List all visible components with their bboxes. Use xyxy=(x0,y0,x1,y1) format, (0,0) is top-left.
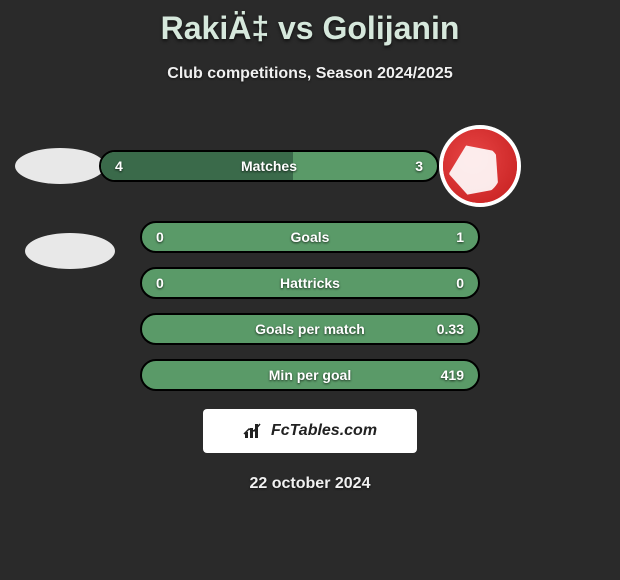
stat-value-right: 0 xyxy=(456,275,464,291)
stat-row: Min per goal 419 xyxy=(0,359,620,391)
subtitle: Club competitions, Season 2024/2025 xyxy=(0,65,620,83)
chart-icon xyxy=(243,422,265,440)
logo-text: FcTables.com xyxy=(271,422,377,440)
stat-pill: 0 Goals 1 xyxy=(140,221,480,253)
stat-pill: Goals per match 0.33 xyxy=(140,313,480,345)
stat-value-right: 1 xyxy=(456,229,464,245)
stat-row: 0 Goals 1 xyxy=(0,221,620,253)
page-title: RakiÄ‡ vs Golijanin xyxy=(0,10,620,47)
stat-row: 4 Matches 3 xyxy=(0,125,620,207)
eagle-icon xyxy=(443,137,508,203)
fctables-logo[interactable]: FcTables.com xyxy=(203,409,417,453)
stat-label: Goals per match xyxy=(142,321,478,337)
stat-pill: Min per goal 419 xyxy=(140,359,480,391)
stat-label: Hattricks xyxy=(142,275,478,291)
stat-row: Goals per match 0.33 xyxy=(0,313,620,345)
stat-row: 0 Hattricks 0 xyxy=(0,267,620,299)
stat-value-right: 419 xyxy=(441,367,464,383)
stat-label: Min per goal xyxy=(142,367,478,383)
stat-label: Matches xyxy=(101,158,437,174)
stat-value-right: 3 xyxy=(415,158,423,174)
team-left-badge-2 xyxy=(25,233,115,269)
date-label: 22 october 2024 xyxy=(0,475,620,493)
stat-value-right: 0.33 xyxy=(437,321,464,337)
team-right-badge xyxy=(439,125,521,207)
stat-pill: 4 Matches 3 xyxy=(99,150,439,182)
team-right-badge-inner xyxy=(443,129,517,203)
team-left-badge xyxy=(15,148,105,184)
stat-label: Goals xyxy=(142,229,478,245)
stat-pill: 0 Hattricks 0 xyxy=(140,267,480,299)
